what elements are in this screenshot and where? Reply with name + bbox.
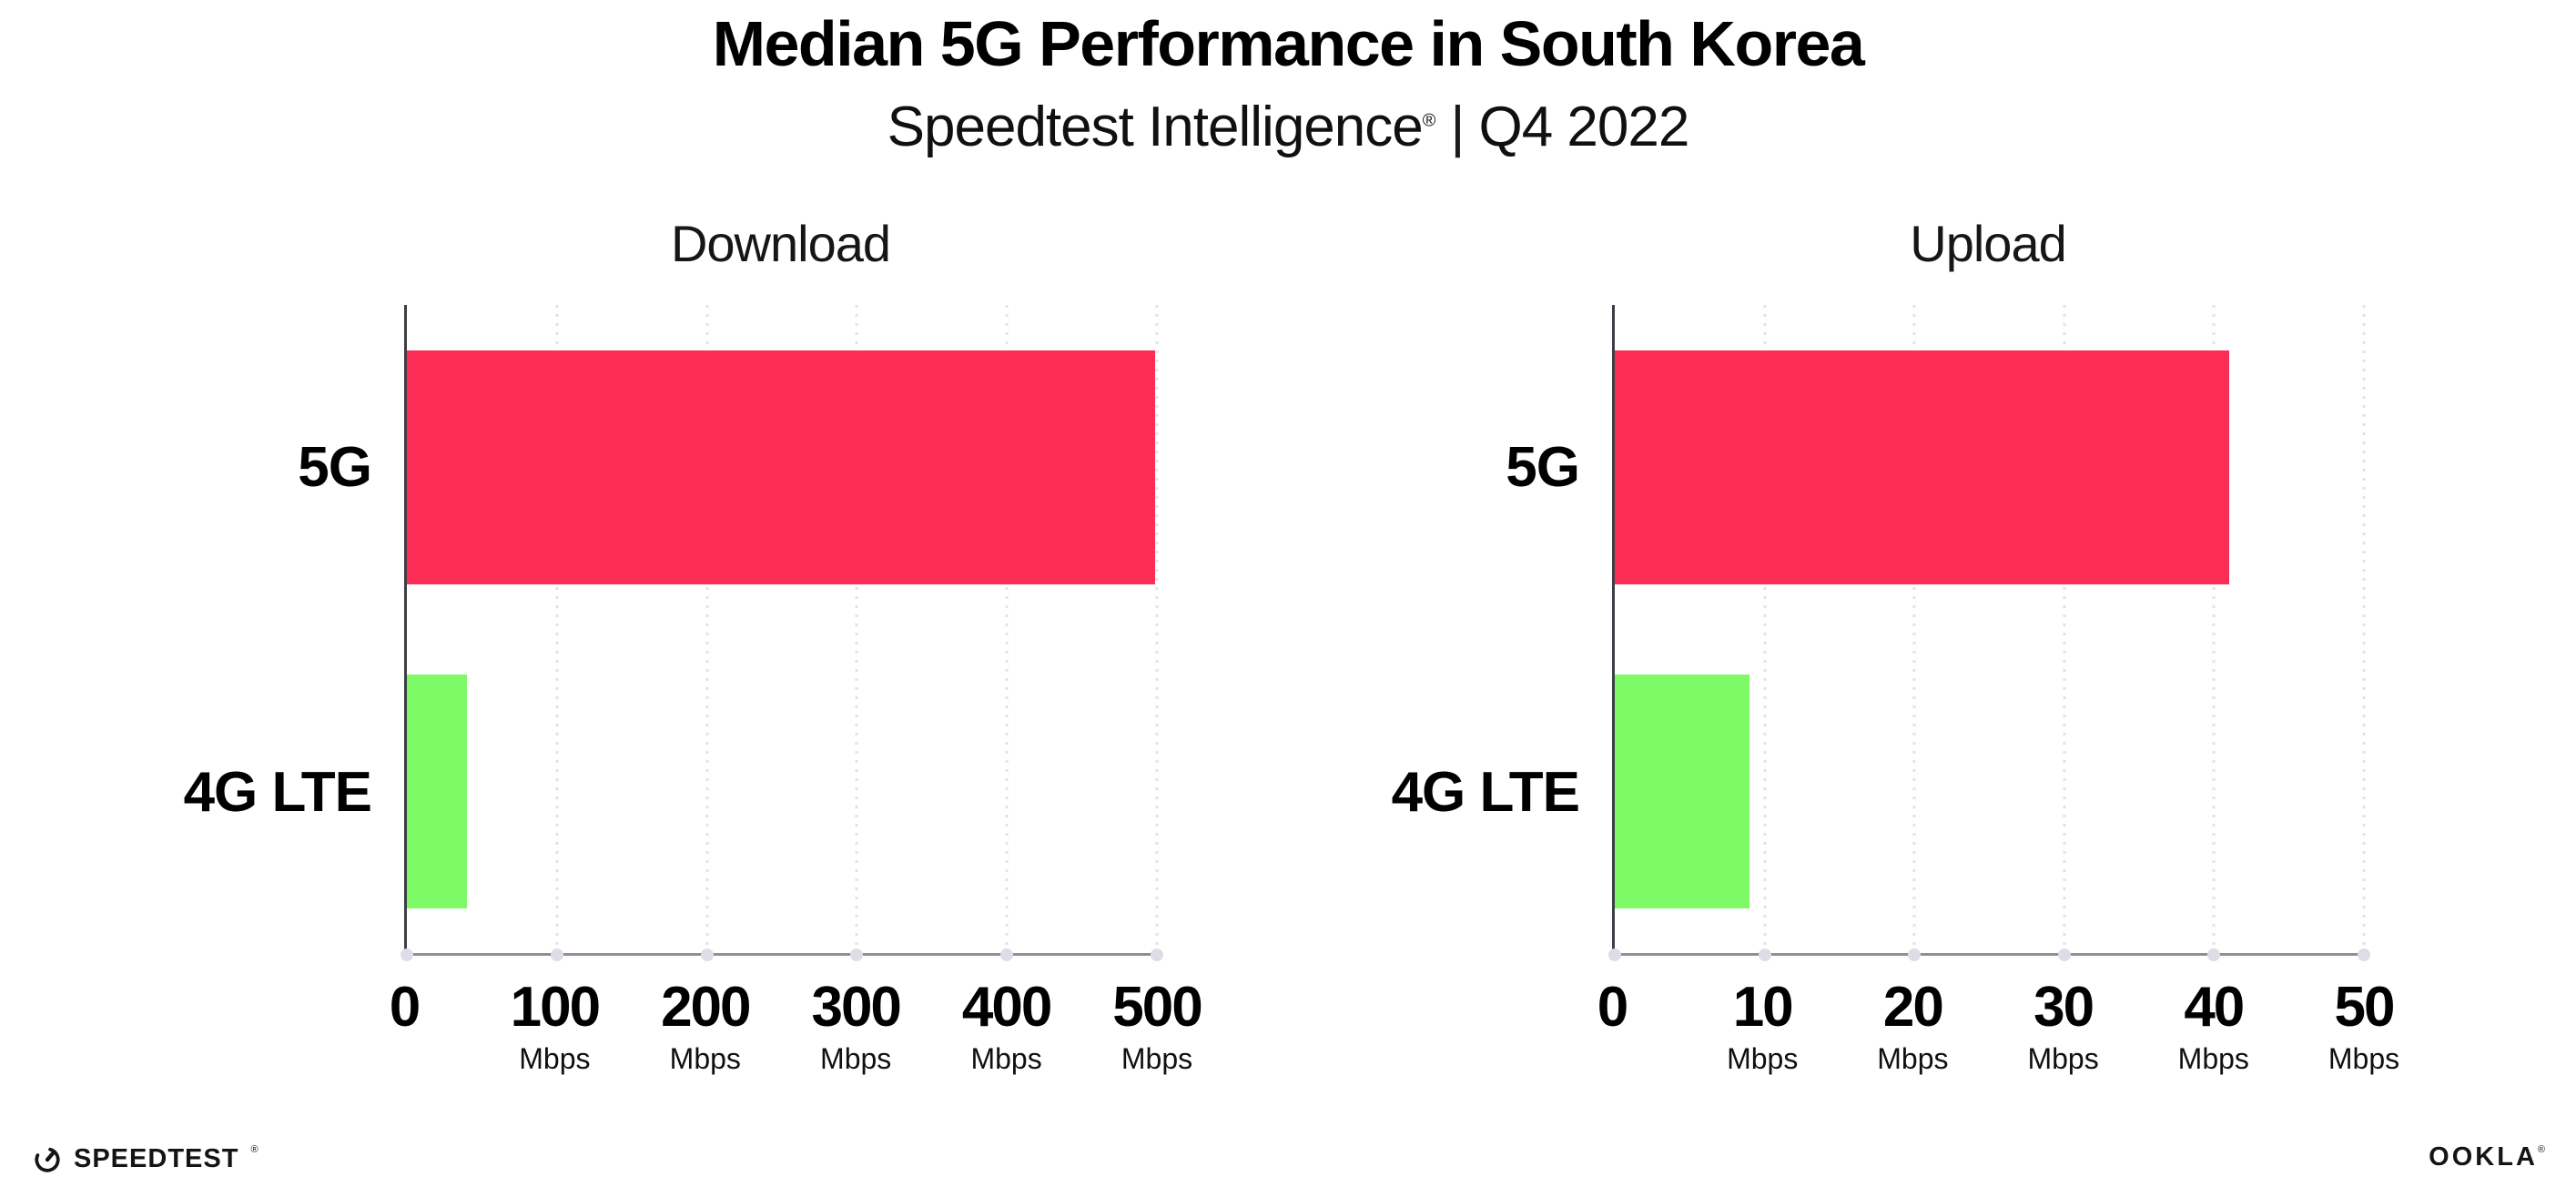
x-tick-unit: Mbps: [1121, 1042, 1193, 1075]
x-tick-value: 500: [1112, 976, 1202, 1039]
axis-tick-dot-100: [550, 948, 563, 961]
x-tick-value: 20: [1882, 976, 1944, 1039]
x-tick-unit: Mbps: [2177, 1042, 2249, 1075]
x-tick-unit: Mbps: [669, 1042, 741, 1075]
axis-tick-dot-20: [1908, 948, 1922, 961]
x-tick-label-10: 10 Mbps: [1727, 976, 1799, 1075]
x-tick-label-40: 40 Mbps: [2177, 976, 2249, 1075]
axis-tick-dot-40: [2207, 948, 2221, 961]
download-category-label-4g-lte: 4G LTE: [183, 761, 372, 825]
x-tick-value: 200: [661, 976, 751, 1039]
upload-x-axis: 0 10 Mbps 20 Mbps 30 Mbps 40 Mbps 50 Mbps: [1597, 976, 2399, 1116]
page-title: Median 5G Performance in South Korea: [712, 8, 1865, 79]
download-plot-area: [401, 305, 1163, 961]
x-tick-label-500: 500 Mbps: [1112, 976, 1202, 1075]
x-tick-value: 40: [2184, 976, 2245, 1039]
x-tick-label-20: 20 Mbps: [1877, 976, 1949, 1075]
speedtest-wordmark: SPEEDTEST: [74, 1143, 239, 1173]
download-5g-bar: [407, 350, 1156, 584]
ookla-wordmark: OOKLA: [2429, 1142, 2538, 1172]
gridline-500: [1155, 305, 1159, 953]
ookla-registered-mark-icon: ®: [2537, 1144, 2545, 1155]
x-tick-label-30: 30 Mbps: [2027, 976, 2099, 1075]
ookla-logo: OOKLA ®: [2429, 1144, 2545, 1171]
subtitle-brand: Speedtest Intelligence: [887, 96, 1424, 158]
x-tick-label-50: 50 Mbps: [2328, 976, 2400, 1075]
download-chart-title: Download: [670, 215, 891, 272]
download-category-label-5g: 5G: [298, 435, 372, 499]
x-tick-unit: Mbps: [970, 1042, 1042, 1075]
speedtest-logo: SPEEDTEST ®: [33, 1144, 259, 1173]
x-tick-value: 0: [389, 976, 421, 1039]
axis-tick-dot-500: [1151, 948, 1163, 961]
gridline-10: [1763, 305, 1767, 953]
upload-chart: Upload 5G 4G LTE 0 10 Mbps 20 Mbps 30 Mbps 40 Mb…: [1392, 218, 2400, 1074]
x-tick-value: 10: [1732, 976, 1794, 1039]
x-tick-value: 100: [510, 976, 601, 1039]
registered-trademark-icon: ®: [1422, 110, 1436, 131]
axis-tick-dot-400: [1000, 948, 1014, 961]
gridline-30: [2063, 305, 2066, 953]
x-tick-unit: Mbps: [1877, 1042, 1949, 1075]
axis-tick-dot-10: [1758, 948, 1771, 961]
axis-tick-dot-0: [1608, 948, 1621, 961]
x-tick-value: 300: [811, 976, 901, 1039]
x-tick-label-400: 400 Mbps: [961, 976, 1052, 1075]
x-tick-unit: Mbps: [1727, 1042, 1799, 1075]
x-tick-value: 30: [2033, 976, 2094, 1039]
gridline-100: [555, 305, 559, 953]
x-tick-value: 0: [1597, 976, 1629, 1039]
subtitle-period: Q4 2022: [1478, 96, 1689, 158]
axis-tick-dot-300: [850, 948, 864, 961]
x-tick-unit: Mbps: [2027, 1042, 2099, 1075]
upload-4g-lte-bar: [1615, 674, 1750, 908]
x-tick-label-300: 300 Mbps: [811, 976, 901, 1075]
download-x-axis: 0 100 Mbps 200 Mbps 300 Mbps 400 Mbps 500 Mbps: [390, 976, 1203, 1116]
gridline-200: [705, 305, 709, 953]
upload-plot-area: [1608, 305, 2370, 961]
axis-tick-dot-30: [2057, 948, 2071, 961]
upload-5g-bar: [1615, 350, 2229, 584]
x-tick-unit: Mbps: [2328, 1042, 2400, 1075]
axis-tick-dot-50: [2358, 948, 2370, 961]
x-tick-label-200: 200 Mbps: [661, 976, 751, 1075]
speedtest-registered-mark-icon: ®: [250, 1144, 259, 1155]
axis-tick-dot-0: [401, 948, 413, 961]
x-tick-value: 400: [961, 976, 1052, 1039]
upload-category-label-5g: 5G: [1506, 435, 1580, 499]
gridline-40: [2212, 305, 2216, 953]
gridline-300: [855, 305, 858, 953]
speedtest-gauge-icon: [35, 1147, 60, 1172]
x-tick-unit: Mbps: [519, 1042, 591, 1075]
axis-tick-dot-200: [700, 948, 714, 961]
gridline-400: [1005, 305, 1009, 953]
x-tick-unit: Mbps: [820, 1042, 892, 1075]
page-subtitle: Speedtest Intelligence® | Q4 2022: [0, 95, 2576, 159]
upload-category-label-4g-lte: 4G LTE: [1391, 761, 1580, 825]
subtitle-separator: |: [1450, 96, 1465, 158]
x-tick-label-0: 0: [389, 976, 421, 1039]
gridline-20: [1912, 305, 1916, 953]
x-tick-label-0: 0: [1597, 976, 1629, 1039]
download-chart: Download 5G 4G LTE 0 100 Mbps 200 Mbps 300 Mbp…: [184, 218, 1203, 1074]
download-4g-lte-bar: [407, 674, 467, 908]
x-tick-label-100: 100 Mbps: [510, 976, 601, 1075]
gridline-50: [2362, 305, 2366, 953]
upload-chart-title: Upload: [1910, 215, 2066, 272]
x-tick-value: 50: [2334, 976, 2396, 1039]
